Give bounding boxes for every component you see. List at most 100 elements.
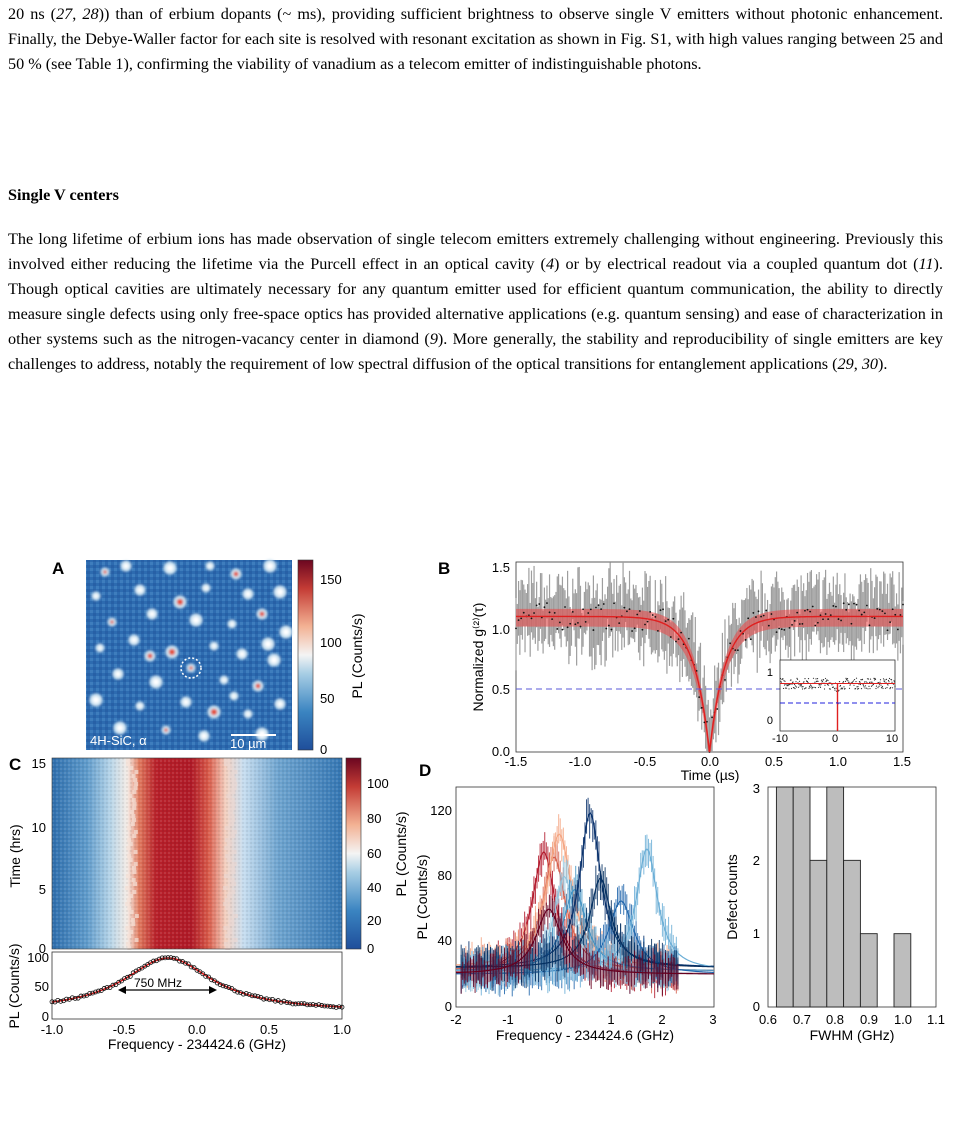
c-bottom-yticks: 100 50 0 <box>27 950 49 1024</box>
inset-point <box>820 679 823 681</box>
g2-point <box>553 611 556 614</box>
map-jitter <box>127 946 132 950</box>
map-jitter <box>128 858 133 862</box>
inset-point <box>810 686 813 688</box>
g2-point <box>809 610 812 613</box>
inset-point <box>869 678 872 680</box>
map-jitter <box>225 854 231 858</box>
g2-point <box>891 608 894 611</box>
inset-point <box>809 686 811 688</box>
inset-point <box>874 677 876 680</box>
map-jitter <box>231 778 237 782</box>
map-jitter <box>134 914 139 918</box>
linecut-point <box>72 996 78 1001</box>
b-ytick-1.5: 1.5 <box>492 560 510 575</box>
emitter-spot-core <box>183 699 189 705</box>
g2-point <box>793 619 796 622</box>
linecut-point <box>284 1000 290 1005</box>
inset-point <box>832 686 835 688</box>
g2-point <box>868 624 871 627</box>
inset-point <box>783 684 786 686</box>
emitter-spot-core <box>230 622 234 626</box>
inset-point <box>889 686 892 689</box>
g2-point <box>796 611 799 614</box>
inset-point <box>779 688 781 690</box>
map-jitter <box>223 758 229 762</box>
map-jitter <box>131 774 136 778</box>
g2-point <box>664 620 667 623</box>
map-jitter <box>129 930 134 934</box>
g2-point <box>698 696 701 699</box>
inset-point <box>839 684 842 687</box>
inset-point <box>841 688 844 690</box>
inset-xtick-neg10: -10 <box>772 733 788 745</box>
map-jitter <box>231 862 237 866</box>
g2-point <box>517 619 520 622</box>
inset-point <box>796 677 798 679</box>
hist-ytick-0: 0 <box>753 999 760 1014</box>
inset-point <box>796 678 799 680</box>
inset-point <box>844 680 847 682</box>
inset-point <box>885 681 887 683</box>
linecut-point <box>319 1003 325 1008</box>
g2-point <box>651 614 654 616</box>
g2-point <box>600 608 603 611</box>
linecut-point <box>223 984 229 989</box>
map-jitter <box>230 834 236 838</box>
inset-point <box>803 681 805 683</box>
g2-point <box>850 622 853 625</box>
map-jitter <box>232 782 238 786</box>
inset-point <box>780 681 782 683</box>
g2-point <box>623 606 626 609</box>
d-ytick-120: 120 <box>430 803 452 818</box>
inset-point <box>865 681 867 683</box>
c-xtick-4: 1.0 <box>333 1022 351 1037</box>
inset-point <box>817 686 820 689</box>
g2-point <box>814 624 817 627</box>
inset-ytick-1: 1 <box>767 667 773 679</box>
inset-point <box>822 679 825 681</box>
c-xtick-2: 0.0 <box>188 1022 206 1037</box>
c-b-ytick-50: 50 <box>35 979 49 994</box>
g2-point <box>734 649 737 652</box>
b-ytick-0.0: 0.0 <box>492 744 510 759</box>
linecut-point <box>168 955 174 961</box>
d-ytick-80: 80 <box>438 868 452 883</box>
emitter-spot-core <box>116 724 124 732</box>
map-jitter <box>231 786 237 790</box>
map-jitter <box>227 894 233 898</box>
linecut-point <box>125 974 130 980</box>
linecut-point <box>293 1001 299 1007</box>
c-cbar-60: 60 <box>367 846 381 861</box>
inset-point <box>891 687 894 689</box>
cbar-a-tick-150: 150 <box>320 572 342 587</box>
inset-point <box>871 681 873 683</box>
g2-point <box>649 610 652 613</box>
map-jitter <box>230 818 236 822</box>
linewidth-label: 750 MHz <box>134 976 182 990</box>
g2-point <box>736 649 739 652</box>
inset-point <box>859 683 862 686</box>
map-jitter <box>130 918 135 922</box>
g2-point <box>845 608 848 611</box>
linecut-point <box>339 1004 345 1010</box>
map-jitter <box>229 814 235 818</box>
inset-point <box>819 686 822 689</box>
hist-xtick-4: 1.0 <box>894 1012 912 1027</box>
linecut-point <box>119 978 124 984</box>
linecut-point <box>159 955 165 961</box>
b-ylabel: Normalized g⁽²⁾(τ) <box>470 603 486 712</box>
inset-point <box>885 678 888 680</box>
g2-point <box>659 609 662 612</box>
map-jitter <box>127 934 132 938</box>
g2-point <box>675 640 677 643</box>
g2-point <box>788 626 791 629</box>
inset-point <box>856 688 859 690</box>
g2-point <box>878 608 881 611</box>
g2-point <box>847 603 850 606</box>
emitter-spot-core <box>138 704 142 708</box>
g2-point <box>677 638 680 641</box>
g2-point <box>765 609 768 612</box>
map-jitter <box>132 818 137 822</box>
g2-point <box>646 620 649 623</box>
